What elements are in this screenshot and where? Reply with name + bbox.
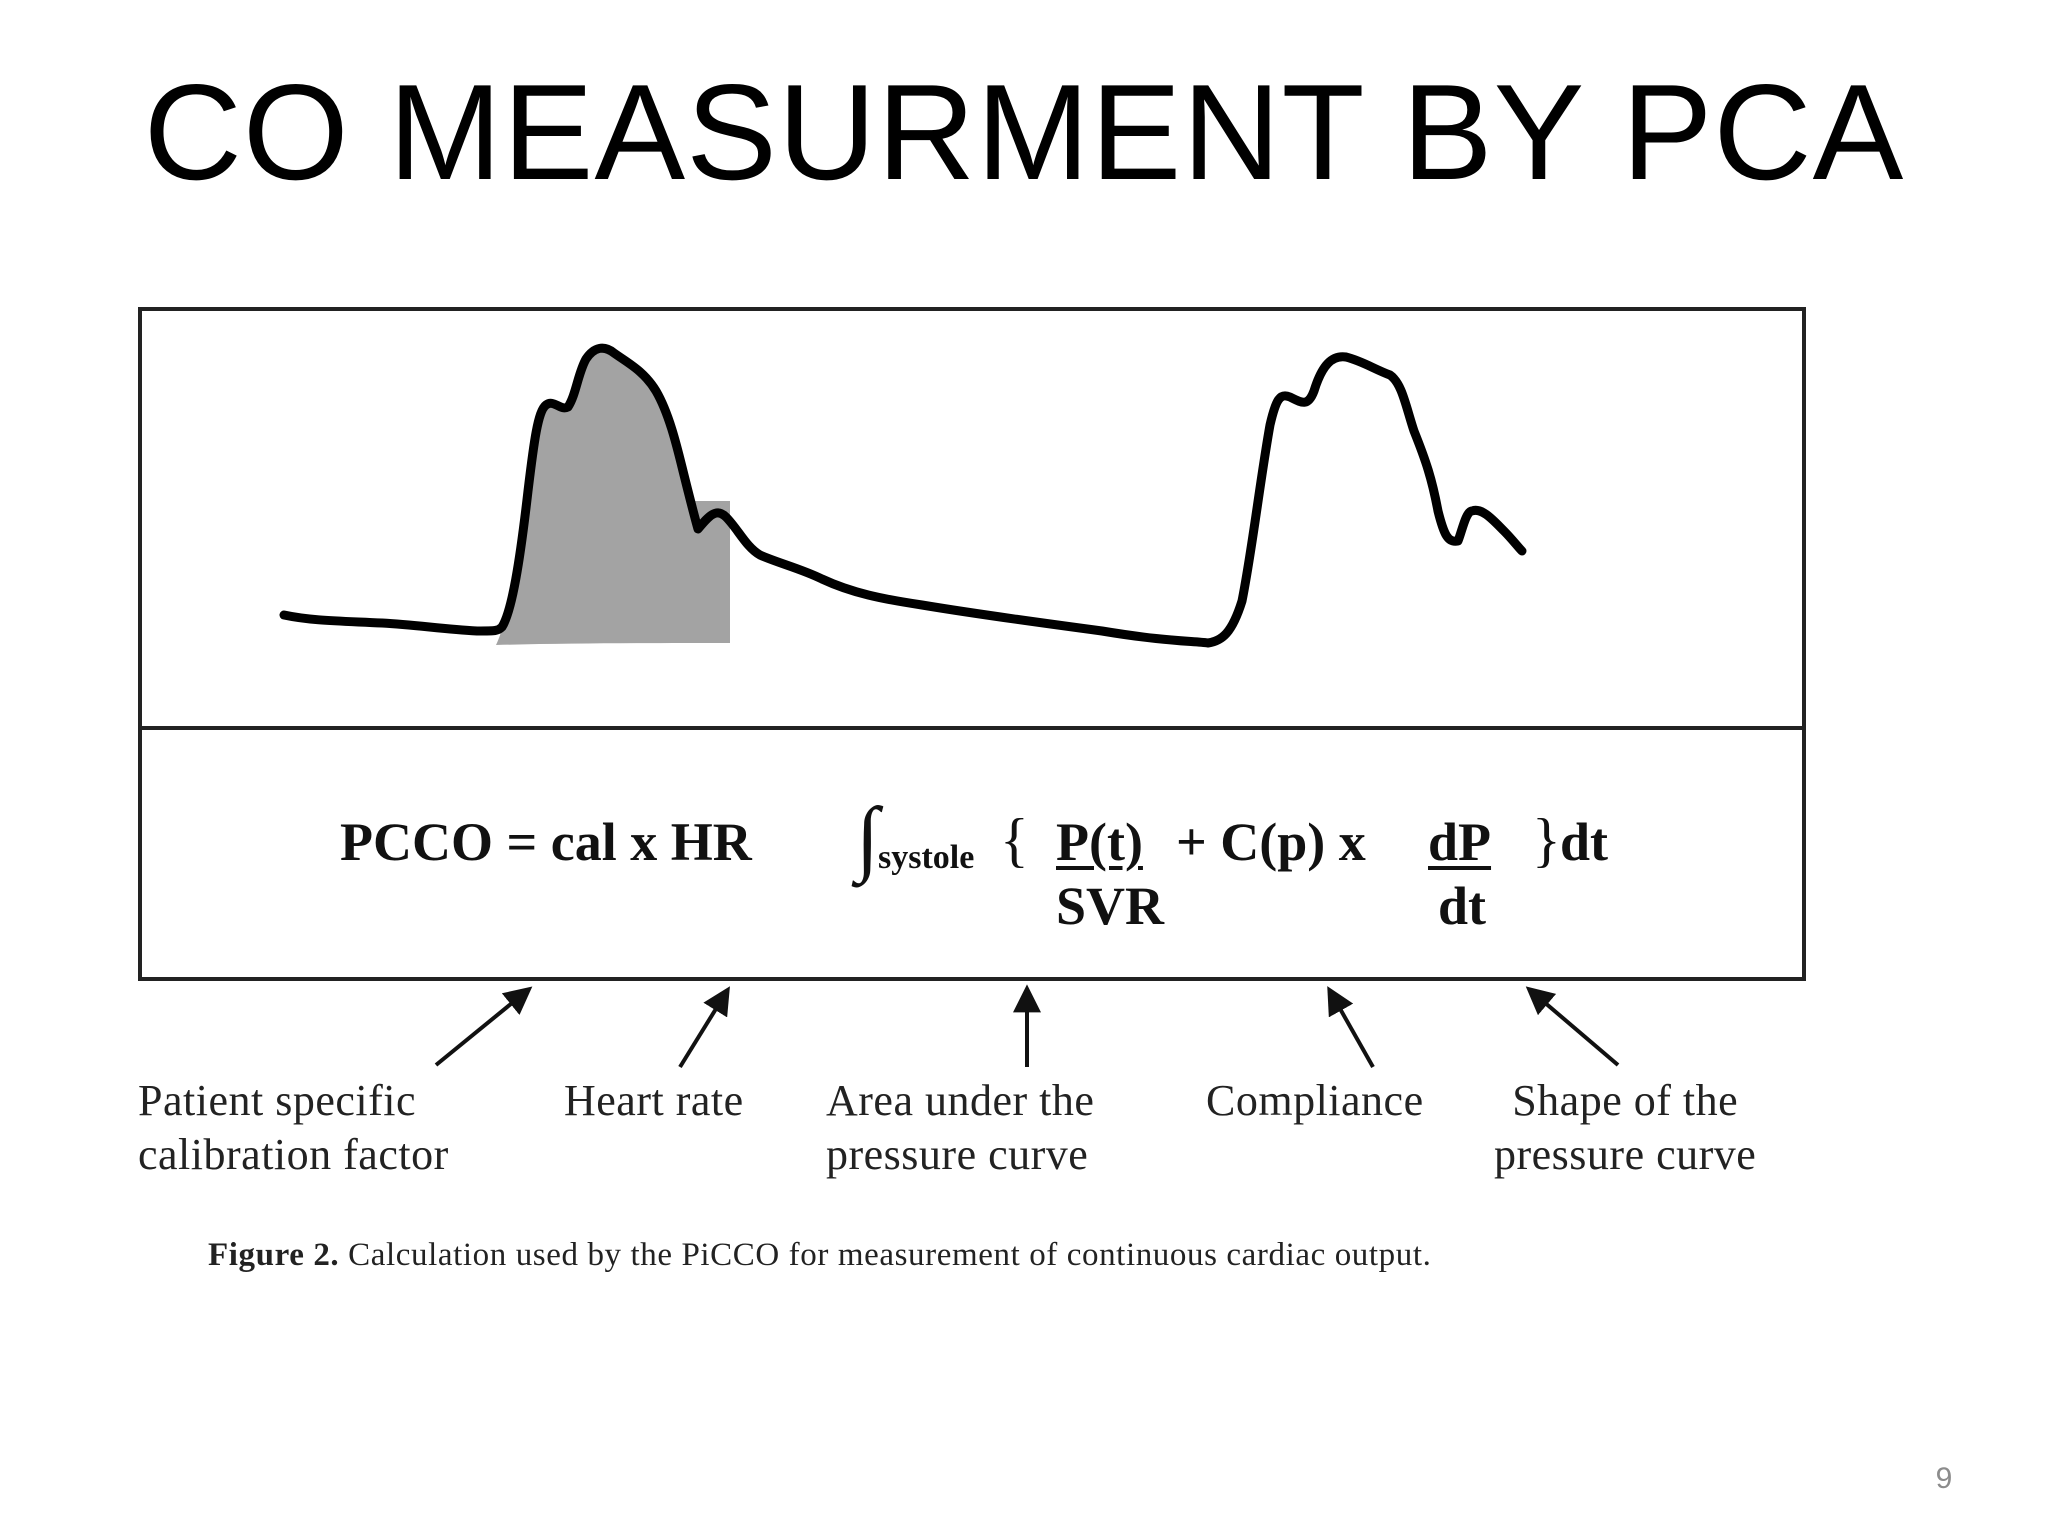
slide-title: CO MEASURMENT BY PCA [143,56,1905,208]
figure-caption: Figure 2. Calculation used by the PiCCO … [208,1235,1432,1275]
formula-suffix-dt: dt [1560,812,1609,872]
pressure-waveform [279,343,1527,648]
caption-text: Calculation used by the PiCCO for measur… [339,1237,1432,1273]
integral-symbol: ∫ [856,791,880,884]
label-heart-rate: Heart rate [564,1076,744,1125]
label-compliance: Compliance [1206,1076,1424,1125]
panel-divider [142,726,1802,730]
arrow-calibration [434,986,533,1067]
fraction-dt-denominator: dt [1438,876,1487,936]
figure-box: PCCO = cal x HR ∫ systole { P(t) SVR + C… [138,307,1806,981]
close-brace: } [1532,807,1561,873]
pressure-curve [279,343,1527,648]
fraction-svr-denominator: SVR [1056,876,1165,936]
fraction-pt-numerator: P(t) [1056,812,1143,872]
arrow-shape [1525,986,1620,1067]
page-number: 9 [1935,1462,1953,1495]
arrow-compliance [1327,986,1375,1068]
formula-middle: + C(p) x [1176,812,1366,872]
caption-figure-number: Figure 2. [208,1237,340,1273]
integral-subscript: systole [878,839,975,876]
arrow-heart-rate [678,986,730,1069]
pcco-formula: PCCO = cal x HR ∫ systole { P(t) SVR + C… [142,730,1802,977]
open-brace: { [1000,807,1029,873]
label-curve-shape: Shape of the pressure curve [1494,1076,1757,1179]
formula-lhs: PCCO = cal x HR [340,812,752,872]
fraction-dp-numerator: dP [1428,812,1492,872]
label-calibration-factor: Patient specific calibration factor [138,1076,449,1179]
label-area-under-curve: Area under the pressure curve [826,1076,1095,1179]
